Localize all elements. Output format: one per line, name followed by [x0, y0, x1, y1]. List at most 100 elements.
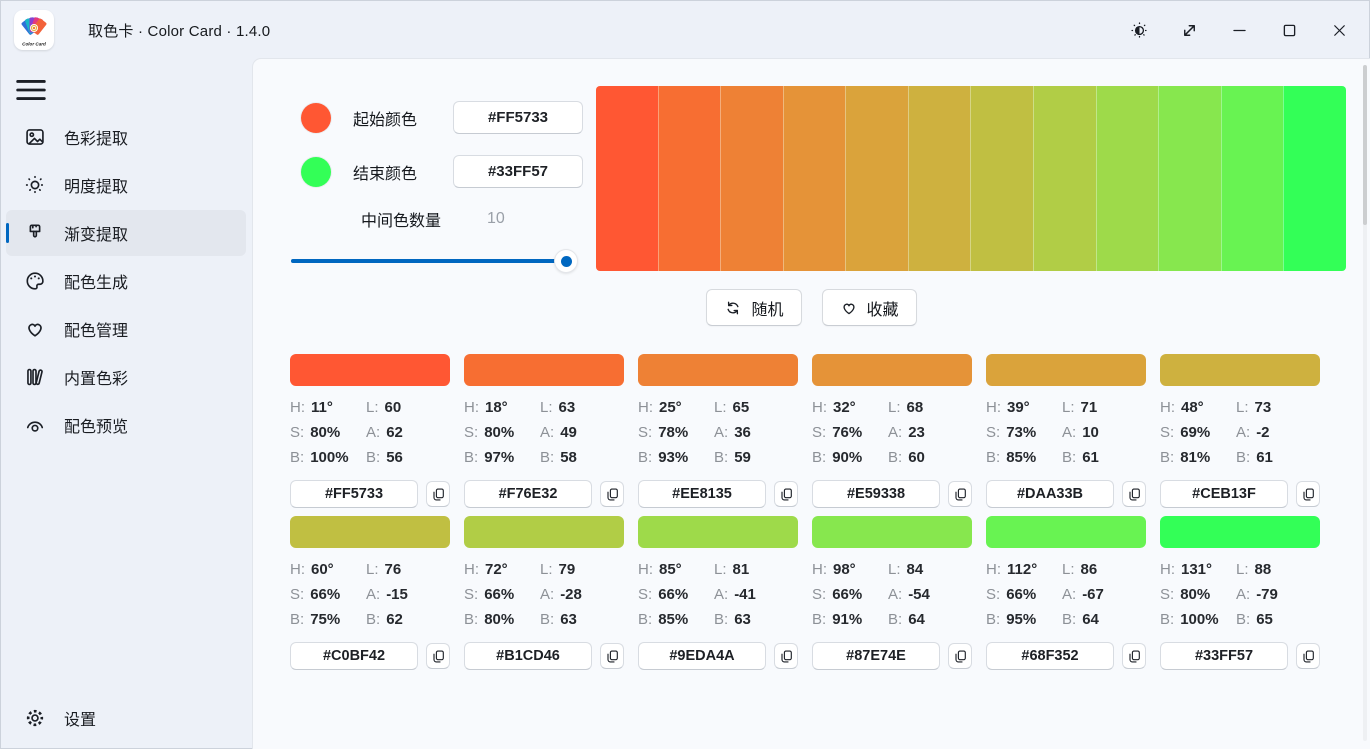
- copy-button[interactable]: [426, 481, 450, 507]
- swatch-values: H: 18° L: 63 S: 80% A: 49 B: 97% B: 58: [464, 395, 624, 470]
- end-color-input[interactable]: [453, 155, 583, 188]
- hex-value-input[interactable]: [290, 480, 418, 508]
- brightness-value: B: 80%: [464, 611, 515, 628]
- hex-value-input[interactable]: [986, 642, 1114, 670]
- favorite-button[interactable]: 收藏: [821, 289, 917, 326]
- lab-a-value: A: -28: [540, 586, 582, 603]
- copy-button[interactable]: [1122, 481, 1146, 507]
- swatch-hex-row: [464, 642, 624, 670]
- lab-l-value: L: 81: [714, 561, 750, 578]
- copy-button[interactable]: [600, 481, 624, 507]
- start-color-label: 起始颜色: [353, 111, 418, 129]
- start-color-input[interactable]: [453, 101, 583, 134]
- saturation-value: S: 80%: [464, 424, 515, 441]
- hex-value-input[interactable]: [812, 480, 940, 508]
- lab-b-value: B: 60: [888, 449, 925, 466]
- close-button[interactable]: [1314, 10, 1364, 50]
- sidebar-item-settings[interactable]: 设置: [6, 695, 246, 741]
- saturation-value: S: 80%: [1160, 586, 1211, 603]
- swatch-grid: H:11° L:60 S:80% A:62 B:100% B:56 H:18° L:63 S:8…: [290, 354, 1320, 670]
- theme-toggle-button[interactable]: [1114, 10, 1164, 50]
- hue-value: H: 85°: [638, 561, 682, 578]
- lab-a-value: A: -67: [1062, 586, 1104, 603]
- hex-value-input[interactable]: [1160, 480, 1288, 508]
- sidebar-item-label: 配色生成: [64, 275, 129, 292]
- swatch-color-block: [464, 354, 624, 386]
- lab-l-value: L: 63: [540, 399, 576, 416]
- start-color-row: 起始颜色: [301, 101, 583, 134]
- resize-expand-button[interactable]: [1164, 10, 1214, 50]
- swatch-hex-row: [638, 480, 798, 508]
- start-color-swatch[interactable]: [301, 102, 331, 133]
- sidebar-item-label: 色彩提取: [64, 131, 129, 148]
- lab-l-value: L: 76: [366, 561, 402, 578]
- swatch-hex-row: [464, 480, 624, 508]
- sidebar-item-color-extract[interactable]: 色彩提取: [6, 114, 246, 160]
- hex-value-input[interactable]: [638, 480, 766, 508]
- copy-button[interactable]: [426, 643, 450, 669]
- copy-button[interactable]: [948, 643, 972, 669]
- copy-icon: [779, 487, 794, 502]
- hex-value-input[interactable]: [638, 642, 766, 670]
- swatch-card: H: 112° L: 86 S: 66% A: -67 B: 95% B: 64: [986, 516, 1146, 670]
- random-button[interactable]: 随机: [706, 289, 802, 326]
- copy-button[interactable]: [948, 481, 972, 507]
- scrollbar[interactable]: [1363, 65, 1367, 741]
- swatch-card: H: 18° L: 63 S: 80% A: 49 B: 97% B: 58: [464, 354, 624, 508]
- swatch-hex-row: [986, 480, 1146, 508]
- gradient-band: [596, 86, 658, 271]
- heart-icon: [842, 303, 855, 314]
- hamburger-menu-button[interactable]: [12, 72, 50, 108]
- hex-value-input[interactable]: [290, 642, 418, 670]
- swatch-card: H: 72° L: 79 S: 66% A: -28 B: 80% B: 63: [464, 516, 624, 670]
- hue-value: H: 32°: [812, 399, 856, 416]
- swatch-values: H: 25° L: 65 S: 78% A: 36 B: 93% B: 59: [638, 395, 798, 470]
- sidebar-item-scheme-manage[interactable]: 配色管理: [6, 306, 246, 352]
- sidebar-item-scheme-preview[interactable]: 配色预览: [6, 402, 246, 448]
- end-color-swatch[interactable]: [301, 156, 331, 187]
- settings-label: 设置: [64, 712, 97, 729]
- slider-thumb[interactable]: [555, 250, 577, 272]
- swatch-values: H: 112° L: 86 S: 66% A: -67 B: 95% B: 64: [986, 557, 1146, 632]
- hex-value-input[interactable]: [464, 642, 592, 670]
- sidebar-item-brightness-extract[interactable]: 明度提取: [6, 162, 246, 208]
- gradient-band: [907, 86, 971, 271]
- hex-value-input[interactable]: [986, 480, 1114, 508]
- brush-icon: [24, 222, 46, 244]
- hex-value-input[interactable]: [812, 642, 940, 670]
- lab-l-value: L: 79: [540, 561, 576, 578]
- copy-button[interactable]: [774, 643, 798, 669]
- copy-button[interactable]: [1122, 643, 1146, 669]
- window-controls: [1114, 0, 1364, 60]
- copy-icon: [1301, 487, 1316, 502]
- copy-button[interactable]: [600, 643, 624, 669]
- swatch-color-block: [290, 354, 450, 386]
- sidebar-item-gradient-extract[interactable]: 渐变提取: [6, 210, 246, 256]
- swatch-card: H: 11° L: 60 S: 80% A: 62 B: 100% B: 56: [290, 354, 450, 508]
- copy-button[interactable]: [1296, 481, 1320, 507]
- minimize-button[interactable]: [1214, 10, 1264, 50]
- gradient-band: [782, 86, 846, 271]
- swatch-color-block: [812, 516, 972, 548]
- saturation-value: S: 66%: [464, 586, 515, 603]
- copy-button[interactable]: [1296, 643, 1320, 669]
- scrollbar-thumb[interactable]: [1363, 65, 1367, 225]
- step-count-slider[interactable]: [291, 250, 577, 272]
- hue-value: H: 131°: [1160, 561, 1213, 578]
- copy-icon: [1127, 487, 1142, 502]
- hex-value-input[interactable]: [1160, 642, 1288, 670]
- copy-button[interactable]: [774, 481, 798, 507]
- saturation-value: S: 66%: [986, 586, 1037, 603]
- hex-value-input[interactable]: [464, 480, 592, 508]
- sidebar-item-builtin-colors[interactable]: 内置色彩: [6, 354, 246, 400]
- sidebar-item-scheme-generate[interactable]: 配色生成: [6, 258, 246, 304]
- copy-icon: [431, 487, 446, 502]
- gradient-band: [1158, 86, 1221, 271]
- lab-b-value: B: 59: [714, 449, 751, 466]
- lab-a-value: A: 49: [540, 424, 577, 441]
- swatch-card: H: 60° L: 76 S: 66% A: -15 B: 75% B: 62: [290, 516, 450, 670]
- gradient-band: [1033, 86, 1096, 271]
- lab-a-value: A: -15: [366, 586, 408, 603]
- maximize-button[interactable]: [1264, 10, 1314, 50]
- main-content: 起始颜色 结束颜色 中间色数量 10 随机 收藏: [252, 58, 1370, 749]
